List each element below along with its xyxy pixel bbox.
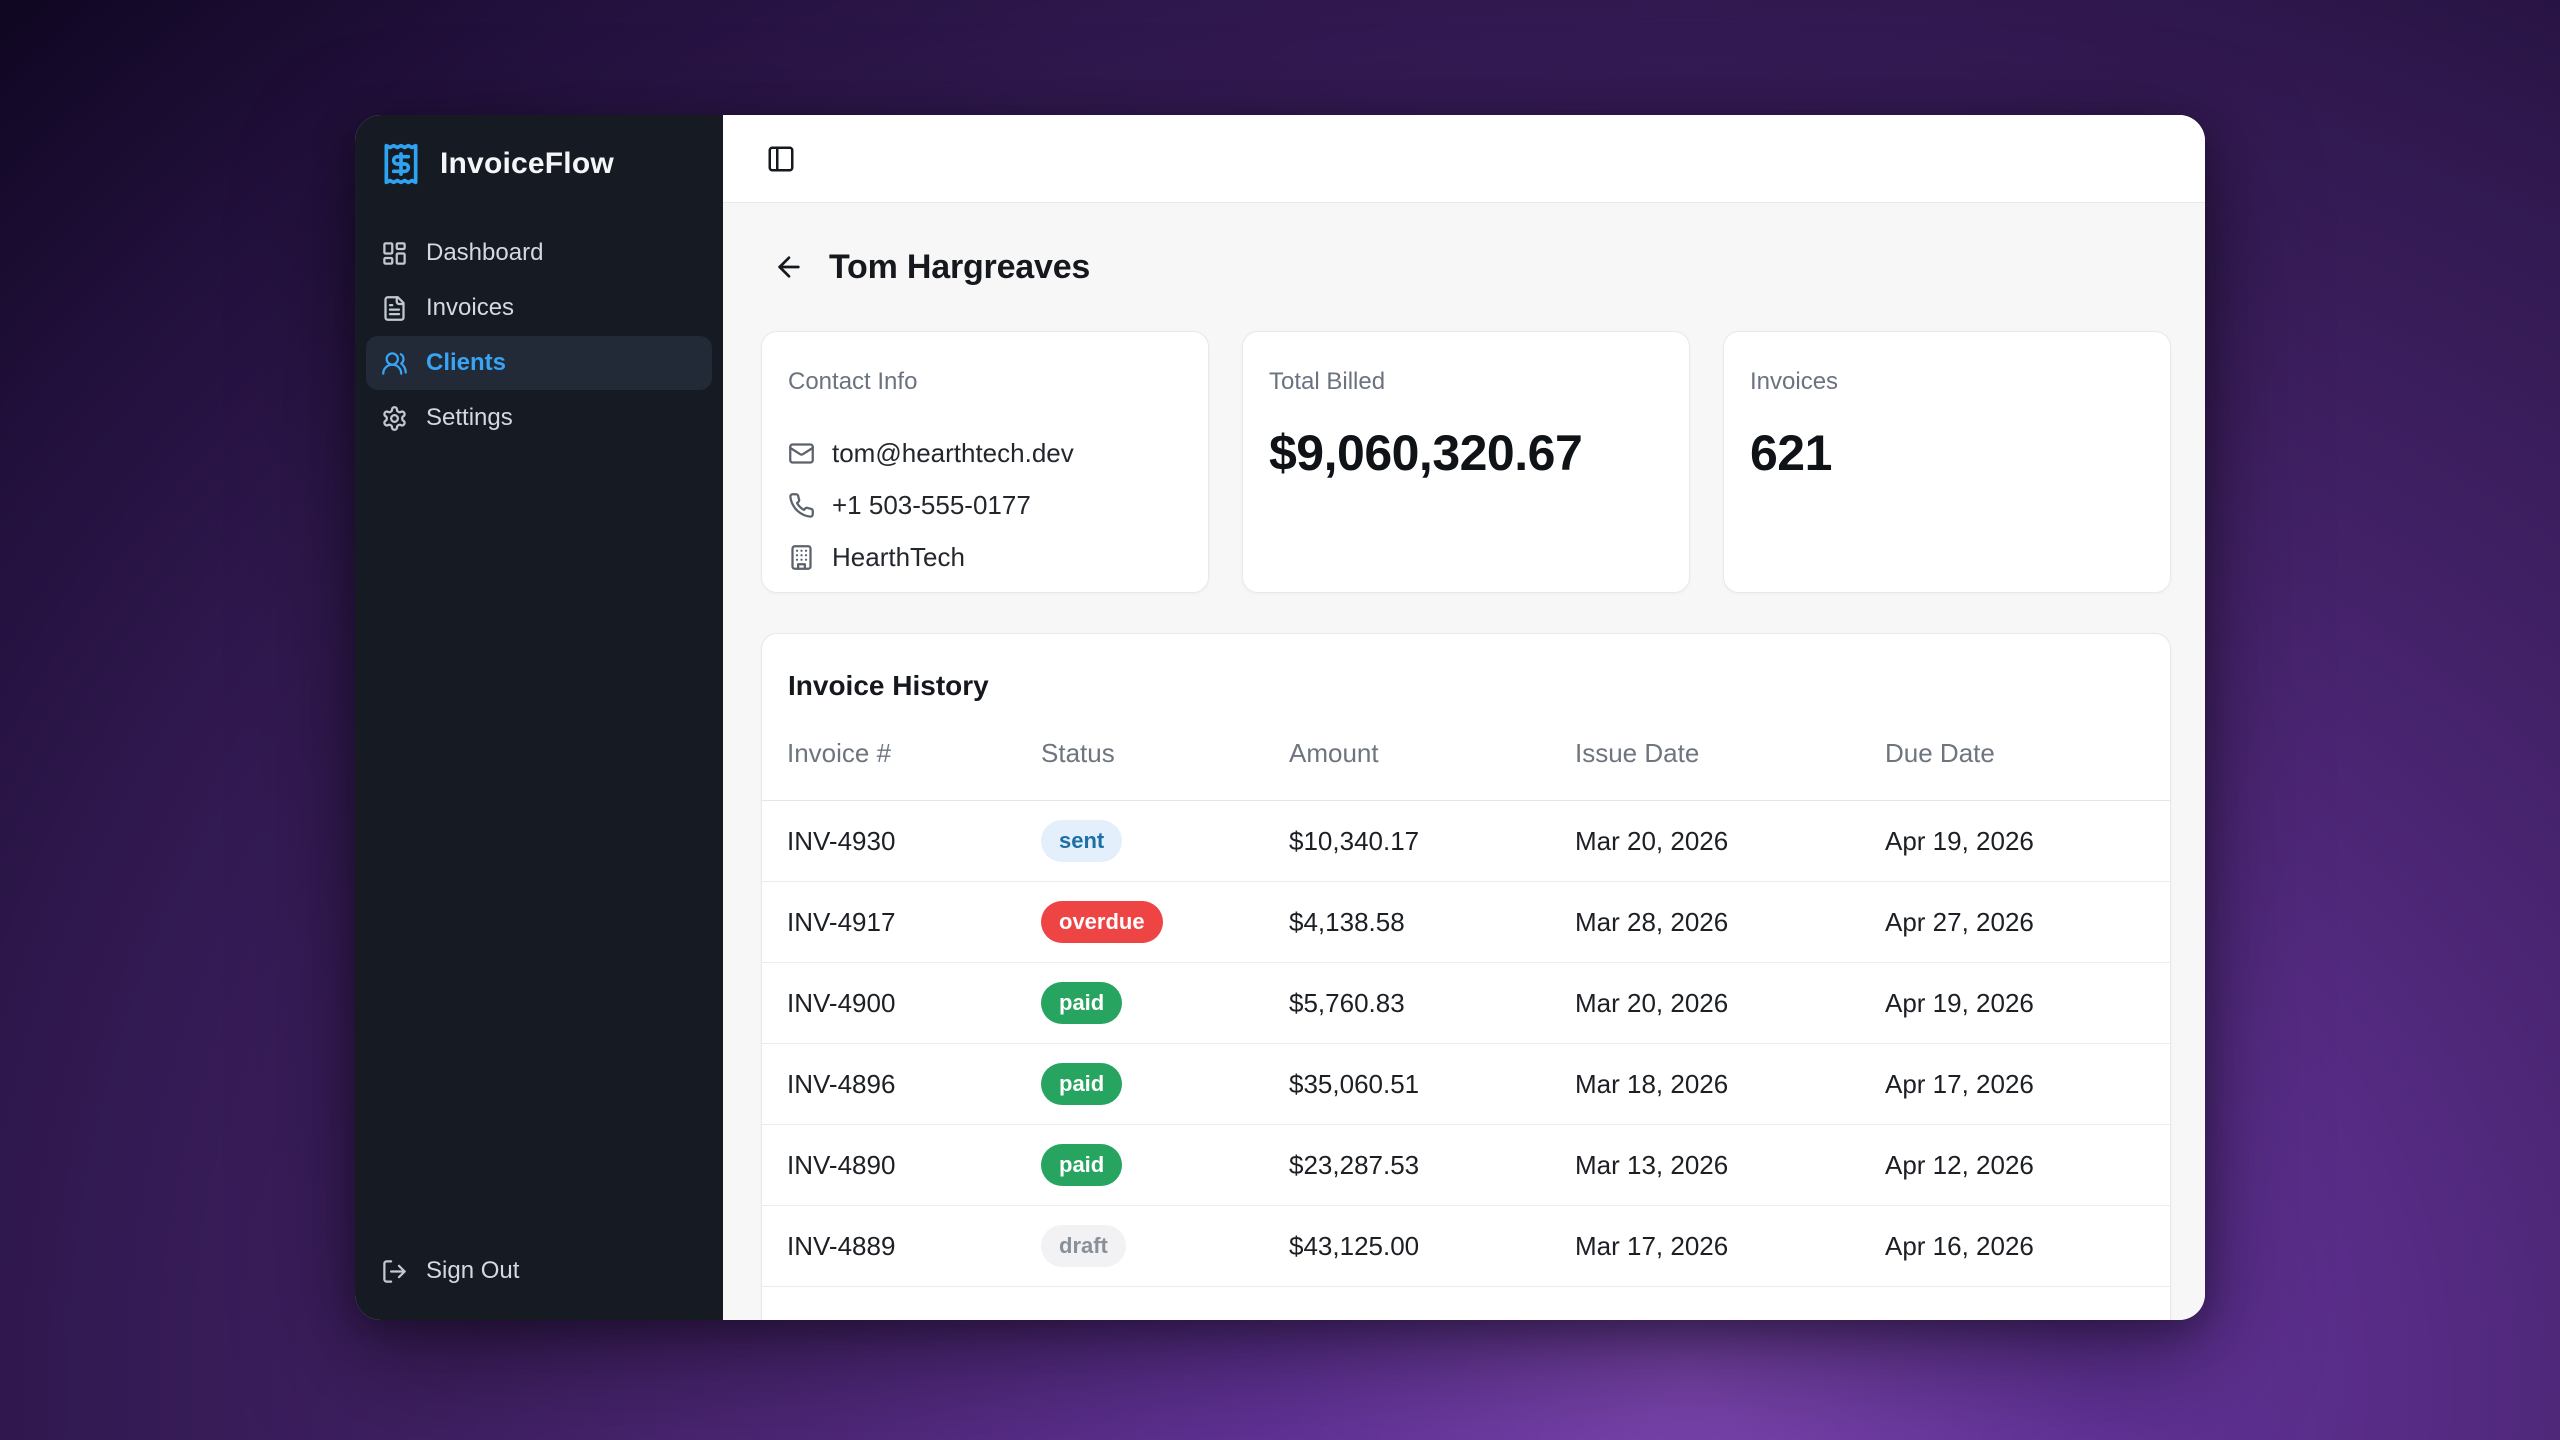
status-badge: paid <box>1041 1144 1123 1186</box>
arrow-left-icon <box>778 256 800 278</box>
contact-list: tom@hearthtech.dev +1 503-555-0177 <box>788 438 1182 573</box>
sidebar-item-dashboard[interactable]: Dashboard <box>366 226 712 280</box>
column-header-amount: Amount <box>1289 737 1379 768</box>
sidebar-spacer <box>355 455 723 1244</box>
summary-cards: Contact Info tom@hearthtech.dev <box>761 331 2171 593</box>
issue-date-cell: Mar 17, 2026 <box>1575 1230 1729 1261</box>
clients-icon <box>382 351 407 375</box>
contact-phone-row: +1 503-555-0177 <box>788 490 1182 521</box>
column-header-due-date: Due Date <box>1885 737 1995 768</box>
issue-date-cell: Mar 28, 2026 <box>1575 906 1729 937</box>
table-row[interactable]: INV-4917 overdue $4,138.58 Mar 28, 2026 … <box>762 882 2170 963</box>
table-row[interactable]: INV-4930 sent $10,340.17 Mar 20, 2026 Ap… <box>762 801 2170 882</box>
amount-cell: $5,760.83 <box>1289 987 1405 1018</box>
back-button[interactable] <box>761 243 817 291</box>
sidebar-item-label: Dashboard <box>426 239 544 266</box>
sign-out-label: Sign Out <box>426 1257 520 1284</box>
sidebar-item-label: Invoices <box>426 294 515 321</box>
sidebar-item-label: Settings <box>426 404 513 431</box>
issue-date-cell: Mar 20, 2026 <box>1575 987 1729 1018</box>
title-row: Tom Hargreaves <box>761 243 2171 291</box>
dashboard-icon <box>383 241 406 265</box>
status-badge: sent <box>1041 820 1123 862</box>
phone-icon <box>789 493 814 518</box>
invoice-number-cell: INV-4889 <box>787 1230 896 1261</box>
settings-icon <box>383 405 406 431</box>
panel-left-icon <box>768 146 794 171</box>
table-row[interactable]: INV-4889 draft $43,125.00 Mar 17, 2026 A… <box>762 1206 2170 1287</box>
invoice-number-cell: INV-4890 <box>787 1149 896 1180</box>
invoice-table-header: Invoice # Status Amount Issue Date Due D… <box>762 706 2170 801</box>
contact-email-row: tom@hearthtech.dev <box>788 438 1182 469</box>
column-header-status: Status <box>1041 737 1115 768</box>
table-row-clipped <box>762 1287 2170 1320</box>
sidebar-item-invoices[interactable]: Invoices <box>366 281 712 335</box>
contact-company: HearthTech <box>832 542 965 572</box>
receipt-icon <box>384 143 418 185</box>
app-window: InvoiceFlow Dashboard Invoices <box>355 115 2205 1320</box>
amount-cell: $4,138.58 <box>1289 906 1405 937</box>
table-row[interactable]: INV-4900 paid $5,760.83 Mar 20, 2026 Apr… <box>762 963 2170 1044</box>
invoices-count-card: Invoices 621 <box>1723 331 2171 593</box>
issue-date-cell: Mar 20, 2026 <box>1575 825 1729 856</box>
invoice-table-body: INV-4930 sent $10,340.17 Mar 20, 2026 Ap… <box>762 801 2170 1287</box>
invoice-history-title: Invoice History <box>788 670 989 701</box>
invoice-number-cell: INV-4930 <box>787 825 896 856</box>
column-header-invoice: Invoice # <box>787 737 892 768</box>
contact-info-card: Contact Info tom@hearthtech.dev <box>761 331 1209 593</box>
due-date-cell: Apr 27, 2026 <box>1885 906 2034 937</box>
total-billed-card: Total Billed $9,060,320.67 <box>1242 331 1690 593</box>
amount-cell: $23,287.53 <box>1289 1149 1420 1180</box>
table-row[interactable]: INV-4890 paid $23,287.53 Mar 13, 2026 Ap… <box>762 1125 2170 1206</box>
contact-phone: +1 503-555-0177 <box>832 490 1031 520</box>
mail-icon <box>789 443 814 464</box>
sidebar: InvoiceFlow Dashboard Invoices <box>355 115 723 1320</box>
app-title: InvoiceFlow <box>440 147 614 180</box>
top-bar <box>723 115 2205 203</box>
sign-out-button[interactable]: Sign Out <box>366 1244 712 1298</box>
amount-cell: $35,060.51 <box>1289 1068 1420 1099</box>
sidebar-toggle-button[interactable] <box>759 137 803 181</box>
invoices-count-title: Invoices <box>1750 368 1839 395</box>
due-date-cell: Apr 19, 2026 <box>1885 987 2034 1018</box>
table-row[interactable]: INV-4896 paid $35,060.51 Mar 18, 2026 Ap… <box>762 1044 2170 1125</box>
sidebar-nav: Dashboard Invoices Clients <box>355 216 723 455</box>
page-content[interactable]: Tom Hargreaves Contact Info tom@hearthte… <box>723 203 2205 1320</box>
contact-card-title: Contact Info <box>788 368 918 395</box>
due-date-cell: Apr 12, 2026 <box>1885 1149 2034 1180</box>
status-badge: paid <box>1041 1063 1123 1105</box>
sidebar-item-clients[interactable]: Clients <box>366 336 712 390</box>
sidebar-item-settings[interactable]: Settings <box>366 391 712 445</box>
page-title: Tom Hargreaves <box>829 247 1091 286</box>
status-badge: paid <box>1041 982 1123 1024</box>
invoice-number-cell: INV-4917 <box>787 906 896 937</box>
issue-date-cell: Mar 13, 2026 <box>1575 1149 1729 1180</box>
invoice-number-cell: INV-4900 <box>787 987 896 1018</box>
total-billed-value: $9,060,320.67 <box>1269 425 1583 481</box>
sidebar-item-label: Clients <box>426 349 507 376</box>
log-out-icon <box>383 1259 406 1283</box>
contact-company-row: HearthTech <box>788 542 1182 573</box>
due-date-cell: Apr 17, 2026 <box>1885 1068 2034 1099</box>
invoices-icon <box>384 295 405 321</box>
due-date-cell: Apr 16, 2026 <box>1885 1230 2034 1261</box>
issue-date-cell: Mar 18, 2026 <box>1575 1068 1729 1099</box>
building-icon <box>791 545 812 570</box>
status-badge: draft <box>1041 1225 1126 1267</box>
invoice-number-cell: INV-4896 <box>787 1068 896 1099</box>
contact-email: tom@hearthtech.dev <box>832 438 1074 468</box>
total-billed-title: Total Billed <box>1269 368 1386 395</box>
due-date-cell: Apr 19, 2026 <box>1885 825 2034 856</box>
app-logo: InvoiceFlow <box>355 115 723 216</box>
invoice-history-card: Invoice History Invoice # Status Amount … <box>761 633 2171 1320</box>
amount-cell: $10,340.17 <box>1289 825 1420 856</box>
column-header-issue-date: Issue Date <box>1575 737 1700 768</box>
invoices-count-value: 621 <box>1750 425 1832 481</box>
status-badge: overdue <box>1041 901 1163 943</box>
amount-cell: $43,125.00 <box>1289 1230 1420 1261</box>
main-area: Tom Hargreaves Contact Info tom@hearthte… <box>723 115 2205 1320</box>
